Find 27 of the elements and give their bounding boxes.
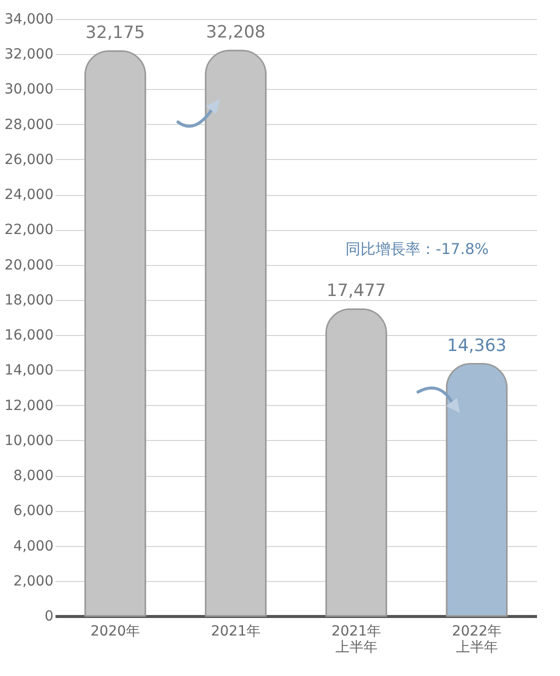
y-tick-label: 2,000 bbox=[13, 573, 54, 590]
y-tick-label: 20,000 bbox=[4, 257, 54, 274]
y-tick-label: 0 bbox=[44, 608, 54, 624]
y-tick-label: 10,000 bbox=[4, 432, 54, 449]
y-tick-label: 4,000 bbox=[13, 538, 54, 554]
y-tick-label: 32,000 bbox=[4, 46, 54, 63]
y-tick-label: 16,000 bbox=[4, 328, 54, 344]
y-tick-label: 6,000 bbox=[13, 503, 54, 520]
data-label: 32,175 bbox=[86, 23, 145, 44]
y-tick-label: 28,000 bbox=[4, 116, 54, 133]
x-tick-label: 2021年 bbox=[210, 624, 261, 640]
y-tick-label: 8,000 bbox=[13, 468, 54, 484]
y-tick-label: 24,000 bbox=[4, 187, 54, 204]
y-tick-label: 34,000 bbox=[4, 12, 54, 28]
y-tick-label: 22,000 bbox=[4, 222, 54, 238]
data-label: 14,363 bbox=[447, 336, 506, 356]
y-tick-label: 18,000 bbox=[4, 292, 54, 308]
data-label: 17,477 bbox=[326, 281, 386, 302]
y-tick-label: 14,000 bbox=[4, 362, 54, 379]
y-tick-label: 12,000 bbox=[4, 398, 54, 414]
data-label: 32,208 bbox=[206, 22, 266, 42]
x-tick-label: 2020年 bbox=[90, 624, 140, 640]
annotation: 同比增長率：-17.8% bbox=[346, 240, 489, 258]
x-tick-label: 2021年上半年 bbox=[331, 624, 382, 656]
y-tick-label: 30,000 bbox=[4, 82, 54, 98]
y-tick-label: 26,000 bbox=[4, 152, 54, 168]
x-tick-label: 2022年上半年 bbox=[452, 624, 502, 656]
